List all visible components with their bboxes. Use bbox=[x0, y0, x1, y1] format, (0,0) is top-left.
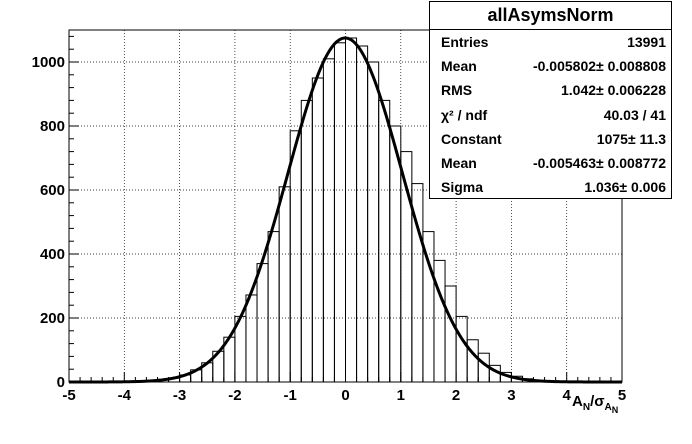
stats-value: 40.03 / 41 bbox=[603, 106, 666, 123]
x-tick-label-9: 4 bbox=[563, 387, 572, 404]
x-tick-label-6: 1 bbox=[397, 387, 405, 404]
stats-label: Sigma bbox=[441, 179, 484, 196]
histogram-bin-17 bbox=[256, 263, 269, 383]
gaussian-fit-curve bbox=[69, 36, 622, 384]
stats-rows: Entries 13991 Mean -0.005802± 0.008808 RMS 1.… bbox=[430, 30, 671, 199]
y-axis-ticks: 0 200 400 600 800 1000 bbox=[32, 35, 79, 391]
x-axis-title-sub: N bbox=[582, 402, 591, 413]
histogram-bin-35 bbox=[455, 315, 468, 383]
stats-value: 1075± 11.3 bbox=[596, 130, 666, 147]
histogram-bin-25 bbox=[345, 37, 358, 383]
histogram-bin-28 bbox=[378, 99, 391, 383]
stats-row: Mean -0.005463± 0.008772 bbox=[430, 151, 671, 175]
x-tick-label-8: 3 bbox=[507, 387, 515, 404]
stats-value: 1.042± 0.006228 bbox=[561, 82, 666, 99]
stats-value: -0.005463± 0.008772 bbox=[532, 154, 666, 171]
stats-row: Constant 1075± 11.3 bbox=[430, 127, 671, 151]
x-axis-title-sigma-sub: A bbox=[604, 402, 612, 413]
stats-label: Constant bbox=[441, 130, 502, 147]
histogram-bin-33 bbox=[433, 259, 446, 383]
y-tick-label-0: 0 bbox=[57, 374, 65, 391]
x-axis-ticks: -5 -4 -3 -2 -1 0 1 2 3 4 5 bbox=[62, 372, 626, 404]
histogram-bin-23 bbox=[322, 58, 335, 383]
stats-row: RMS 1.042± 0.006228 bbox=[430, 78, 671, 102]
stats-label: Mean bbox=[441, 58, 477, 75]
x-axis-title: AN/σAN bbox=[572, 393, 619, 415]
stats-value: -0.005802± 0.008808 bbox=[532, 58, 666, 75]
x-tick-label-0: -5 bbox=[62, 387, 75, 404]
stats-row: Entries 13991 bbox=[430, 30, 671, 54]
y-tick-label-1: 200 bbox=[40, 310, 65, 327]
x-tick-label-1: -4 bbox=[118, 387, 132, 404]
stats-value: 13991 bbox=[627, 34, 666, 50]
stats-row: Sigma 1.036± 0.006 bbox=[430, 175, 671, 199]
y-tick-label-2: 400 bbox=[40, 246, 65, 263]
stats-row: χ² / ndf 40.03 / 41 bbox=[430, 103, 671, 127]
histogram-bin-34 bbox=[444, 285, 457, 383]
stats-label: Entries bbox=[441, 34, 489, 50]
histogram-bin-26 bbox=[356, 45, 369, 383]
x-tick-label-4: -1 bbox=[284, 387, 297, 404]
x-tick-label-7: 2 bbox=[452, 387, 460, 404]
stats-label: χ² / ndf bbox=[441, 106, 488, 123]
stats-row: Mean -0.005802± 0.008808 bbox=[430, 54, 671, 78]
histogram-bin-20 bbox=[289, 130, 302, 383]
histogram-bin-19 bbox=[278, 186, 291, 383]
x-tick-label-10: 5 bbox=[618, 387, 626, 404]
stats-box: allAsymsNorm Entries 13991 Mean -0.005802± … bbox=[429, 1, 672, 199]
x-axis-title-slash: /σ bbox=[590, 393, 605, 410]
histogram-bin-22 bbox=[311, 77, 324, 383]
y-tick-label-5: 1000 bbox=[32, 54, 65, 71]
histogram-bin-27 bbox=[367, 61, 380, 383]
x-axis-title-sigma-subsub: N bbox=[611, 405, 619, 415]
x-tick-label-3: -2 bbox=[228, 387, 241, 404]
histogram-bin-24 bbox=[333, 42, 347, 383]
x-tick-label-5: 0 bbox=[341, 387, 349, 404]
y-tick-label-4: 800 bbox=[40, 118, 65, 135]
stats-title: allAsymsNorm bbox=[430, 2, 671, 30]
stats-label: RMS bbox=[441, 82, 473, 99]
x-axis-title-main: A bbox=[572, 393, 583, 410]
x-tick-label-2: -3 bbox=[173, 387, 186, 404]
stats-value: 1.036± 0.006 bbox=[584, 179, 666, 196]
stats-label: Mean bbox=[441, 154, 477, 171]
y-tick-label-3: 600 bbox=[40, 182, 65, 199]
histogram-bin-16 bbox=[245, 294, 258, 383]
histogram-bars bbox=[123, 37, 579, 383]
histogram-bin-21 bbox=[300, 99, 313, 383]
